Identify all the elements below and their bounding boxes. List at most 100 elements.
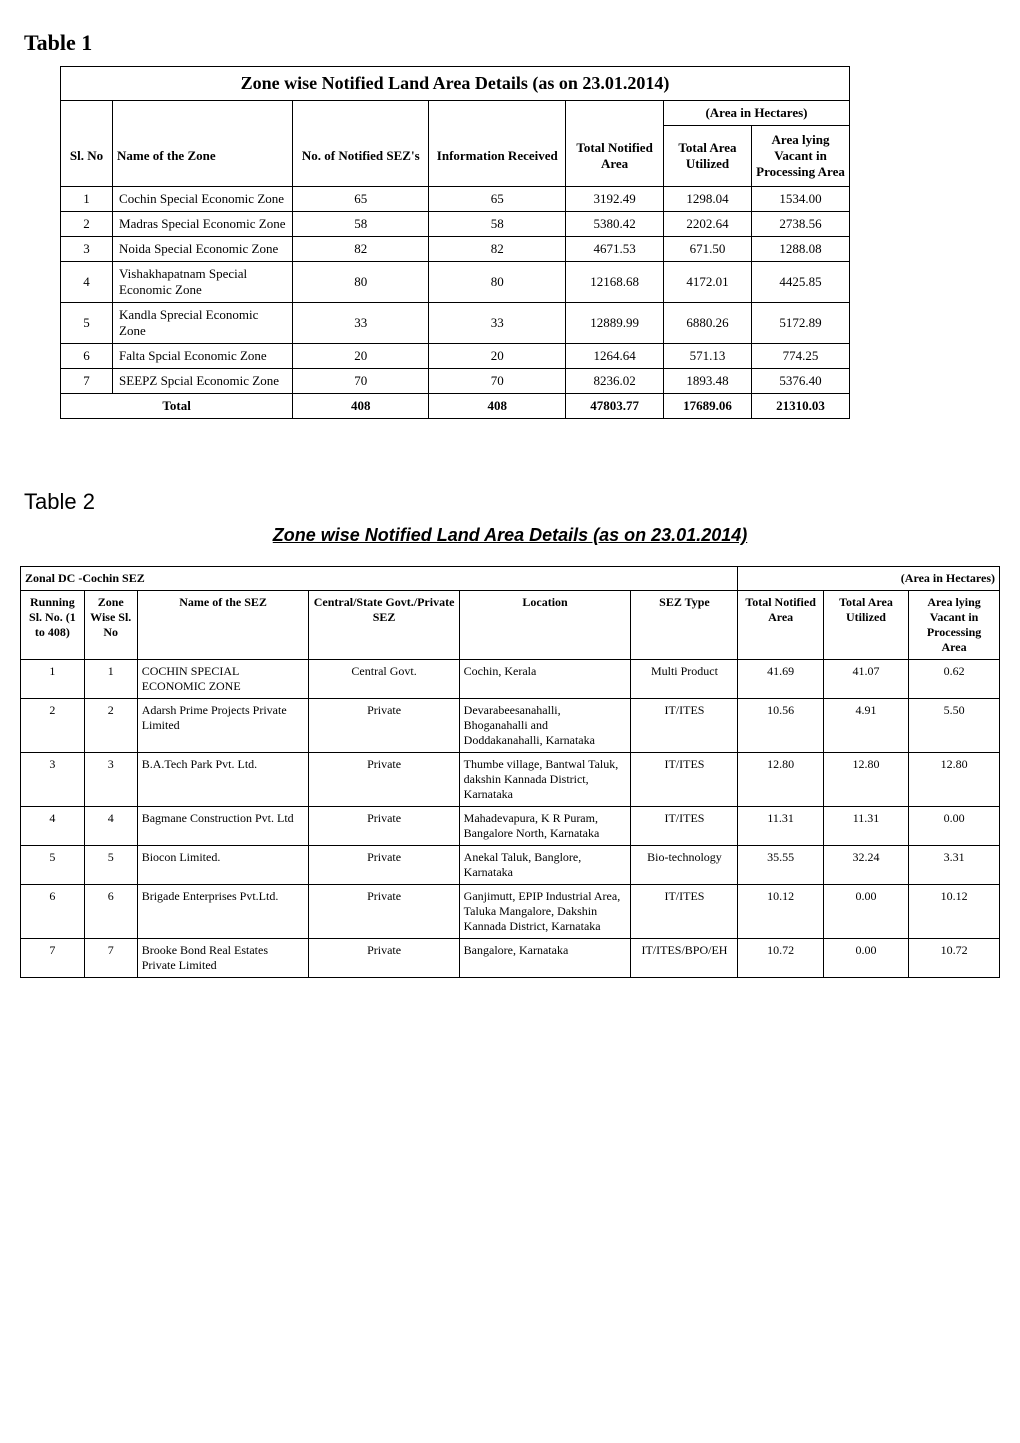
cell-sez-name: Bagmane Construction Pvt. Ltd: [137, 807, 309, 846]
cell-al: 5376.40: [752, 369, 850, 394]
cell-sez-name: COCHIN SPECIAL ECONOMIC ZONE: [137, 660, 309, 699]
cell-tu: 4.91: [823, 699, 908, 753]
cell-cs: Private: [309, 939, 459, 978]
cell-al: 1534.00: [752, 187, 850, 212]
cell-sez-name: Adarsh Prime Projects Private Limited: [137, 699, 309, 753]
cell-al: 774.25: [752, 344, 850, 369]
cell-tn: 1264.64: [566, 344, 664, 369]
cell-al: 5172.89: [752, 303, 850, 344]
cell-cs: Private: [309, 753, 459, 807]
cell-info: 65: [429, 187, 566, 212]
cell-running: 4: [21, 807, 85, 846]
table-row: 4Vishakhapatnam Special Economic Zone808…: [61, 262, 850, 303]
cell-tu: 11.31: [823, 807, 908, 846]
cell-sl: 2: [61, 212, 113, 237]
cell-name: SEEPZ Spcial Economic Zone: [113, 369, 293, 394]
table-row: 6Falta Spcial Economic Zone20201264.6457…: [61, 344, 850, 369]
cell-tn: 8236.02: [566, 369, 664, 394]
cell-al: 12.80: [909, 753, 1000, 807]
total-tu: 17689.06: [663, 394, 751, 419]
table1-total-row: Total 408 408 47803.77 17689.06 21310.03: [61, 394, 850, 419]
cell-info: 80: [429, 262, 566, 303]
cell-cs: Private: [309, 807, 459, 846]
cell-name: Kandla Sprecial Economic Zone: [113, 303, 293, 344]
cell-tn: 35.55: [738, 846, 823, 885]
cell-sl: 7: [61, 369, 113, 394]
table-row: 7SEEPZ Spcial Economic Zone70708236.0218…: [61, 369, 850, 394]
cell-tu: 1893.48: [663, 369, 751, 394]
col2-name: Name of the SEZ: [137, 591, 309, 660]
cell-zone-sl: 5: [84, 846, 137, 885]
cell-tu: 12.80: [823, 753, 908, 807]
cell-type: IT/ITES/BPO/EH: [631, 939, 738, 978]
zonal-title: Zonal DC -Cochin SEZ: [21, 567, 738, 591]
cell-cs: Private: [309, 846, 459, 885]
table2: Zonal DC -Cochin SEZ (Area in Hectares) …: [20, 566, 1000, 978]
cell-sl: 1: [61, 187, 113, 212]
col-notified: No. of Notified SEZ's: [293, 126, 429, 187]
col-total-notified: Total Notified Area: [566, 126, 664, 187]
cell-type: IT/ITES: [631, 885, 738, 939]
table-row: 55Biocon Limited.PrivateAnekal Taluk, Ba…: [21, 846, 1000, 885]
cell-tu: 0.00: [823, 885, 908, 939]
table1-title: Zone wise Notified Land Area Details (as…: [61, 67, 850, 101]
cell-notified: 80: [293, 262, 429, 303]
total-info: 408: [429, 394, 566, 419]
cell-sl: 5: [61, 303, 113, 344]
cell-al: 0.00: [909, 807, 1000, 846]
cell-type: Bio-technology: [631, 846, 738, 885]
cell-sez-name: Biocon Limited.: [137, 846, 309, 885]
cell-cs: Central Govt.: [309, 660, 459, 699]
cell-tn: 4671.53: [566, 237, 664, 262]
col2-cs: Central/State Govt./Private SEZ: [309, 591, 459, 660]
cell-name: Vishakhapatnam Special Economic Zone: [113, 262, 293, 303]
col-total-utilized: Total Area Utilized: [663, 126, 751, 187]
cell-zone-sl: 1: [84, 660, 137, 699]
cell-type: IT/ITES: [631, 807, 738, 846]
cell-zone-sl: 2: [84, 699, 137, 753]
cell-tn: 12168.68: [566, 262, 664, 303]
cell-info: 82: [429, 237, 566, 262]
cell-tn: 5380.42: [566, 212, 664, 237]
table-row: 44Bagmane Construction Pvt. LtdPrivateMa…: [21, 807, 1000, 846]
cell-zone-sl: 3: [84, 753, 137, 807]
cell-sl: 4: [61, 262, 113, 303]
table-row: 3Noida Special Economic Zone82824671.536…: [61, 237, 850, 262]
cell-loc: Devarabeesanahalli, Bhoganahalli and Dod…: [459, 699, 631, 753]
cell-loc: Mahadevapura, K R Puram, Bangalore North…: [459, 807, 631, 846]
table2-subtitle: Zone wise Notified Land Area Details (as…: [20, 525, 1000, 546]
cell-sl: 6: [61, 344, 113, 369]
cell-tu: 6880.26: [663, 303, 751, 344]
cell-loc: Ganjimutt, EPIP Industrial Area, Taluka …: [459, 885, 631, 939]
cell-zone-sl: 4: [84, 807, 137, 846]
cell-notified: 82: [293, 237, 429, 262]
cell-al: 5.50: [909, 699, 1000, 753]
table-row: 1Cochin Special Economic Zone65653192.49…: [61, 187, 850, 212]
cell-running: 6: [21, 885, 85, 939]
cell-al: 10.72: [909, 939, 1000, 978]
cell-sl: 3: [61, 237, 113, 262]
total-al: 21310.03: [752, 394, 850, 419]
cell-tu: 2202.64: [663, 212, 751, 237]
cell-loc: Bangalore, Karnataka: [459, 939, 631, 978]
cell-tn: 12.80: [738, 753, 823, 807]
cell-tu: 0.00: [823, 939, 908, 978]
cell-tn: 10.72: [738, 939, 823, 978]
cell-tu: 41.07: [823, 660, 908, 699]
cell-al: 0.62: [909, 660, 1000, 699]
table-row: 66Brigade Enterprises Pvt.Ltd.PrivateGan…: [21, 885, 1000, 939]
table-row: 77Brooke Bond Real Estates Private Limit…: [21, 939, 1000, 978]
cell-al: 2738.56: [752, 212, 850, 237]
cell-tn: 12889.99: [566, 303, 664, 344]
cell-tn: 11.31: [738, 807, 823, 846]
cell-cs: Private: [309, 699, 459, 753]
cell-info: 33: [429, 303, 566, 344]
col2-type: SEZ Type: [631, 591, 738, 660]
cell-notified: 58: [293, 212, 429, 237]
cell-al: 4425.85: [752, 262, 850, 303]
cell-name: Falta Spcial Economic Zone: [113, 344, 293, 369]
table2-area-header: (Area in Hectares): [738, 567, 1000, 591]
cell-al: 10.12: [909, 885, 1000, 939]
cell-info: 70: [429, 369, 566, 394]
col-info: Information Received: [429, 126, 566, 187]
